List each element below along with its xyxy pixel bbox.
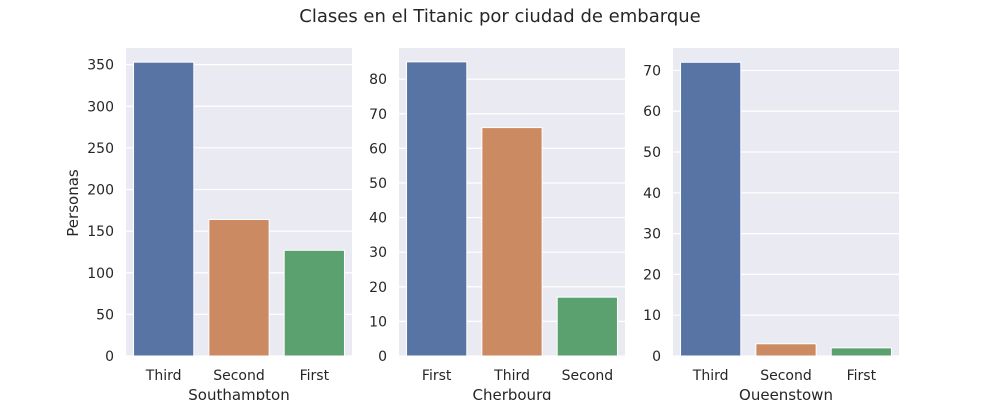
x-axis-label: Cherbourg — [472, 386, 551, 400]
y-tick-label: 30 — [643, 227, 661, 243]
x-tick-label: Second — [562, 368, 614, 384]
y-tick-label: 70 — [369, 107, 387, 123]
panel-3: 0 10 20 30 40 50 60 70 Third Second First Queenstow… — [643, 48, 899, 400]
y-tick-label: 50 — [369, 176, 387, 192]
y-tick-label: 80 — [369, 72, 387, 88]
x-tick-label: Third — [692, 368, 729, 384]
y-tick-label: 0 — [378, 349, 387, 365]
y-tick-label: 60 — [643, 104, 661, 120]
x-tick-label: First — [847, 368, 877, 384]
panel-2: 0 10 20 30 40 50 60 70 80 First Third Second Cherbou… — [369, 48, 625, 400]
y-tick-label: 350 — [87, 58, 114, 74]
y-tick-label: 200 — [87, 183, 114, 199]
y-tick-label: 0 — [652, 349, 661, 365]
y-tick-label: 0 — [105, 349, 114, 365]
y-tick-label: 10 — [369, 314, 387, 330]
bar — [406, 61, 468, 357]
x-tick-label: First — [422, 368, 452, 384]
y-tick-label: 20 — [643, 267, 661, 283]
y-tick-label: 50 — [643, 145, 661, 161]
y-tick-label: 50 — [96, 307, 114, 323]
y-tick-label: 40 — [643, 186, 661, 202]
y-tick-label: 30 — [369, 245, 387, 261]
bar — [556, 296, 618, 357]
bar — [283, 249, 345, 357]
x-axis-label: Queenstown — [739, 386, 833, 400]
panel-1: 0 50 100 150 200 250 300 350 Third Second First Sou… — [87, 48, 352, 400]
y-tick-label: 60 — [369, 141, 387, 157]
x-tick-label: Third — [493, 368, 530, 384]
y-tick-label: 70 — [643, 63, 661, 79]
x-tick-label: First — [300, 368, 330, 384]
chart-title: Clases en el Titanic por ciudad de embar… — [299, 6, 700, 27]
bar — [680, 61, 742, 357]
y-tick-label: 20 — [369, 280, 387, 296]
x-tick-label: Third — [145, 368, 182, 384]
bar — [481, 127, 543, 357]
x-axis-label: Southampton — [188, 386, 289, 400]
y-tick-label: 300 — [87, 99, 114, 115]
bar — [133, 61, 195, 357]
y-axis-label: Personas — [64, 169, 82, 237]
x-tick-label: Second — [213, 368, 265, 384]
y-tick-label: 10 — [643, 308, 661, 324]
y-tick-label: 250 — [87, 141, 114, 157]
bar — [830, 347, 892, 357]
x-tick-label: Second — [760, 368, 812, 384]
bar — [208, 218, 270, 357]
bar — [755, 343, 817, 357]
y-tick-label: 40 — [369, 211, 387, 227]
y-tick-label: 100 — [87, 266, 114, 282]
y-tick-label: 150 — [87, 224, 114, 240]
